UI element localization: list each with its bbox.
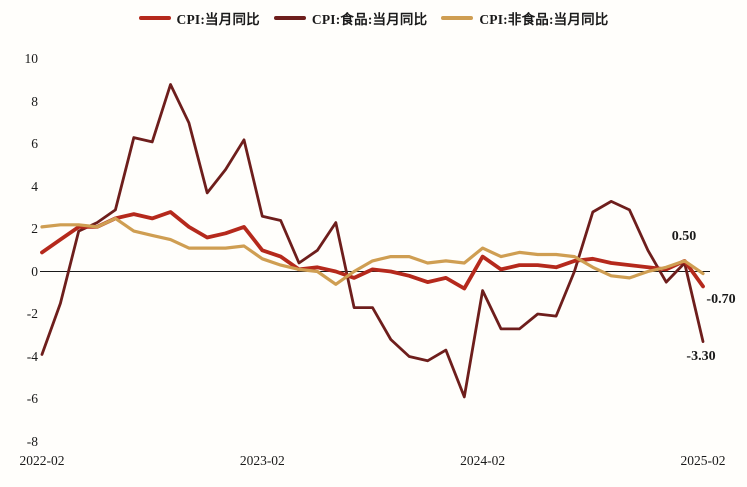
x-tick: 2022-02	[19, 453, 65, 468]
legend-label-cpi: CPI:当月同比	[176, 12, 260, 27]
y-tick: -2	[26, 306, 38, 321]
y-tick: 10	[24, 51, 39, 66]
legend-item-cpi: CPI:当月同比	[138, 8, 260, 28]
y-tick: 4	[31, 178, 38, 194]
y-tick: 2	[31, 221, 38, 236]
cpi-nonfood-line	[40, 216, 705, 286]
legend-item-cpi-nonfood: CPI:非食品:当月同比	[441, 8, 608, 28]
legend: CPI:当月同比 CPI:食品:当月同比 CPI:非食品:当月同比	[0, 8, 747, 28]
x-tick: 2023-02	[239, 453, 285, 468]
annotation-last-food: -3.30	[686, 349, 716, 364]
y-tick: -8	[26, 433, 38, 449]
cpi-line-swatch	[138, 15, 171, 21]
y-tick: 6	[31, 136, 38, 151]
cpi-nonfood-line-swatch	[441, 16, 474, 20]
y-tick: 8	[31, 93, 38, 109]
legend-item-cpi-food: CPI:食品:当月同比	[273, 8, 428, 28]
cpi-food-line	[40, 83, 705, 399]
x-tick: 2025-02	[680, 453, 726, 468]
legend-label-cpi-nonfood: CPI:非食品:当月同比	[479, 12, 609, 27]
cpi-line	[40, 210, 705, 291]
y-tick: 0	[31, 263, 38, 279]
annotation-last-nonfood: 0.50	[671, 229, 697, 244]
annotation-last-cpi: -0.70	[706, 292, 736, 307]
legend-label-cpi-food: CPI:食品:当月同比	[311, 12, 428, 27]
x-tick: 2024-02	[460, 453, 506, 468]
cpi-food-line-swatch	[273, 16, 306, 20]
y-tick: -6	[26, 391, 38, 406]
y-tick: -4	[26, 348, 38, 364]
